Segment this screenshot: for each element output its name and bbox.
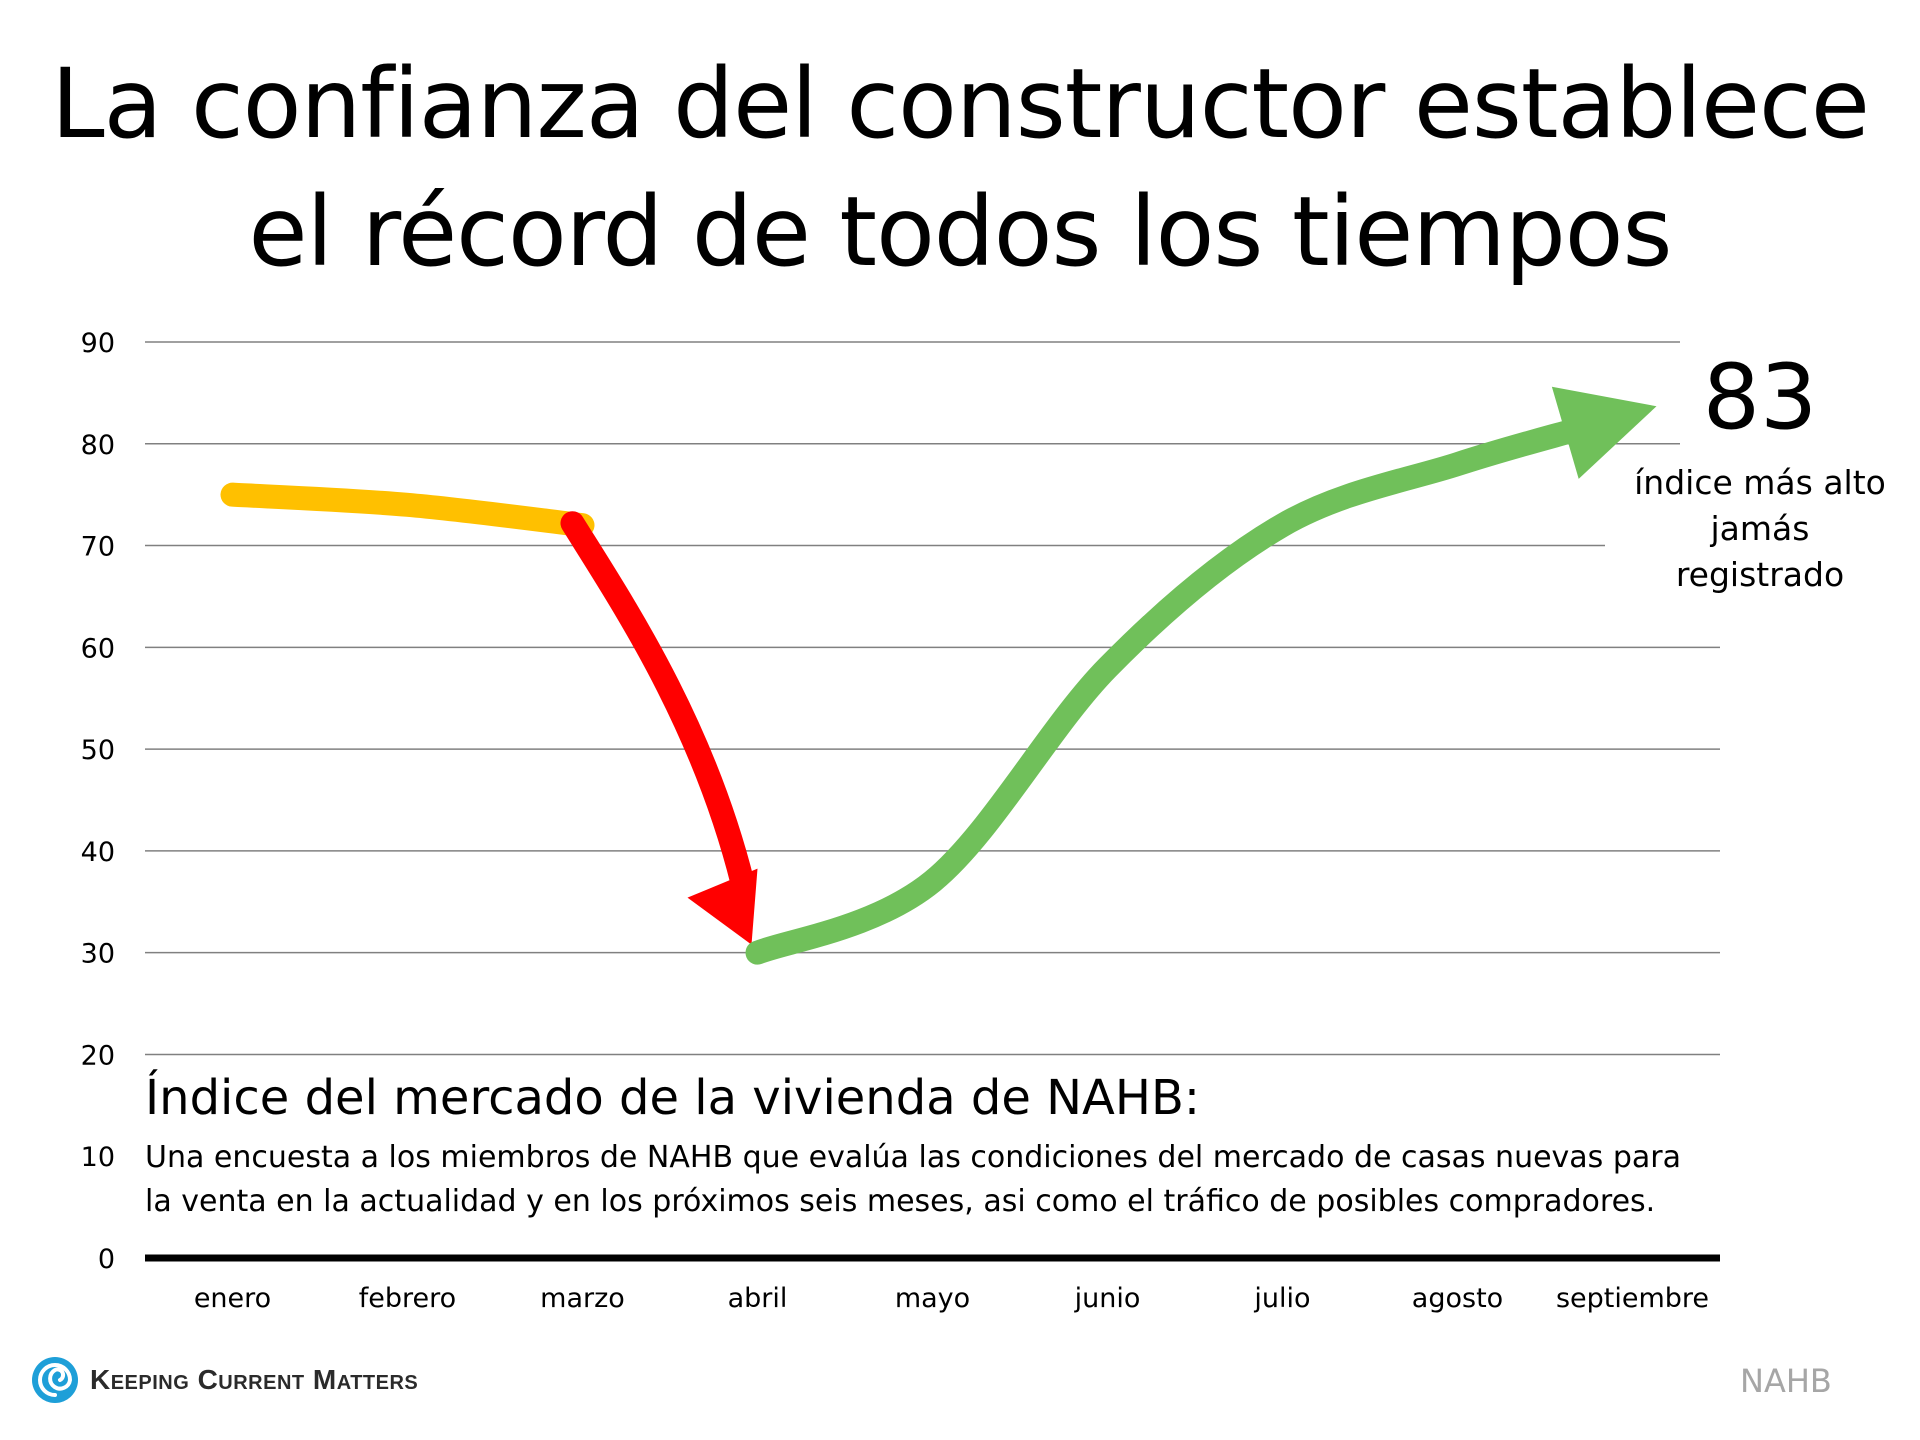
callout-value: 83 [1702, 345, 1818, 450]
index-description-heading: Índice del mercado de la vivienda de NAH… [145, 1070, 1201, 1126]
x-tick-label: junio [1074, 1283, 1141, 1314]
y-tick-label: 60 [81, 633, 115, 664]
x-tick-label: septiembre [1556, 1283, 1709, 1314]
index-description-line-2: la venta en la actualidad y en los próxi… [145, 1184, 1656, 1219]
decline-arrowhead [687, 868, 758, 945]
y-tick-label: 90 [81, 328, 115, 359]
decline-series-line [560, 511, 755, 895]
x-tick-label: abril [728, 1283, 788, 1314]
y-tick-label: 0 [98, 1244, 115, 1275]
y-tick-label: 10 [81, 1142, 115, 1173]
source-label: NAHB [1740, 1362, 1832, 1400]
stable-series-line [220, 482, 595, 538]
company-logo: Keeping Current Matters [30, 1352, 418, 1408]
x-tick-label: marzo [540, 1283, 625, 1314]
x-tick-label: agosto [1412, 1283, 1503, 1314]
x-tick-label: febrero [359, 1283, 456, 1314]
recovery-series-line [745, 417, 1587, 965]
index-description-line-1: Una encuesta a los miembros de NAHB que … [145, 1140, 1681, 1175]
callout-text-line-1: índice más alto [1634, 463, 1886, 502]
x-tick-label: enero [194, 1283, 271, 1314]
x-tick-label: mayo [895, 1283, 970, 1314]
swirl-logo-icon [32, 1357, 78, 1403]
y-tick-label: 70 [81, 532, 115, 563]
callout-text: índice más alto jamás registrado [1630, 460, 1890, 598]
chart-title-line-2: el récord de todos los tiempos [248, 176, 1672, 288]
x-tick-label: julio [1253, 1283, 1310, 1314]
y-tick-label: 40 [81, 837, 115, 868]
index-description-body: Una encuesta a los miembros de NAHB que … [145, 1136, 1765, 1224]
callout-text-line-2: jamás registrado [1675, 509, 1845, 594]
y-tick-label: 50 [81, 735, 115, 766]
chart-title-line-1: La confianza del constructor establece [51, 48, 1870, 160]
y-tick-label: 20 [81, 1040, 115, 1071]
chart-title: La confianza del constructor establece e… [0, 40, 1920, 296]
y-tick-label: 80 [81, 430, 115, 461]
y-tick-label: 30 [81, 939, 115, 970]
logo-text: Keeping Current Matters [90, 1364, 419, 1395]
recovery-arrowhead [1551, 386, 1657, 479]
